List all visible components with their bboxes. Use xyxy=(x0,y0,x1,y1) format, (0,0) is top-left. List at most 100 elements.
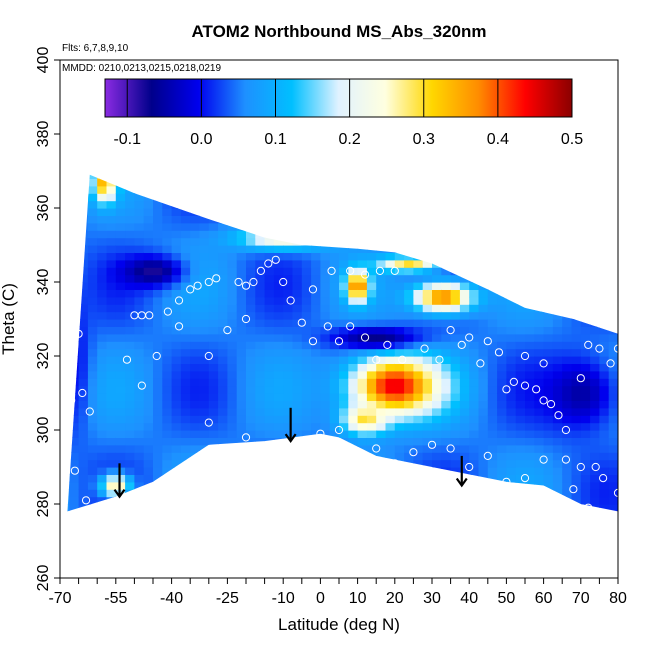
heatmap-cell xyxy=(292,326,303,335)
heatmap-cell xyxy=(506,230,517,239)
heatmap-cell xyxy=(273,378,284,387)
colorbar-gradient xyxy=(104,78,573,118)
heatmap-cell xyxy=(469,215,480,224)
heatmap-cell xyxy=(525,474,535,483)
heatmap-cell xyxy=(311,400,321,409)
heatmap-cell xyxy=(208,222,219,231)
heatmap-cell xyxy=(255,422,266,431)
heatmap-cell xyxy=(432,267,442,276)
heatmap-cell xyxy=(97,415,108,424)
heatmap-cell xyxy=(292,489,303,498)
heatmap-cell xyxy=(144,164,154,172)
observation-point xyxy=(613,344,618,353)
heatmap-cell xyxy=(87,407,98,416)
heatmap-cell xyxy=(608,452,618,461)
heatmap-cell xyxy=(208,489,219,498)
heatmap-cell xyxy=(366,185,377,194)
heatmap-cell xyxy=(441,326,452,335)
heatmap-cell xyxy=(67,174,70,179)
heatmap-cell xyxy=(571,304,582,313)
heatmap-cell xyxy=(283,378,294,387)
heatmap-cell xyxy=(329,341,340,350)
heatmap-cell xyxy=(590,430,600,438)
heatmap-cell xyxy=(87,185,98,194)
y-axis-label: Theta (C) xyxy=(0,283,18,355)
heatmap-cell xyxy=(497,200,507,209)
heatmap-cell xyxy=(534,289,545,298)
heatmap-cell xyxy=(525,444,535,453)
heatmap-cell xyxy=(208,393,219,401)
heatmap-cell xyxy=(599,296,610,305)
heatmap-cell xyxy=(385,430,396,438)
heatmap-cell xyxy=(339,422,349,431)
heatmap-cell xyxy=(339,481,349,490)
heatmap-cell xyxy=(394,319,405,327)
heatmap-cell xyxy=(69,304,80,313)
heatmap-cell xyxy=(153,230,163,239)
heatmap-cell xyxy=(292,430,303,438)
heatmap-cell xyxy=(283,400,294,409)
heatmap-cell xyxy=(106,215,117,224)
heatmap-cell xyxy=(413,496,424,505)
heatmap-cell xyxy=(162,415,173,424)
heatmap-cell xyxy=(459,511,470,512)
heatmap-cell xyxy=(459,370,470,379)
heatmap-cell xyxy=(311,437,321,446)
heatmap-cell xyxy=(432,370,442,379)
heatmap-cell xyxy=(69,164,79,172)
heatmap-cell xyxy=(273,259,284,268)
heatmap-cell xyxy=(78,452,89,461)
heatmap-cell xyxy=(376,393,387,401)
heatmap-cell xyxy=(292,504,303,512)
heatmap-cell xyxy=(246,474,256,483)
heatmap-cell xyxy=(125,259,135,268)
heatmap-cell xyxy=(143,459,154,468)
heatmap-cell xyxy=(218,296,228,305)
heatmap-cell xyxy=(543,245,554,253)
heatmap-cell xyxy=(552,326,563,335)
heatmap-cell xyxy=(106,245,117,253)
heatmap-cell xyxy=(580,193,591,202)
heatmap-cell xyxy=(125,378,135,387)
heatmap-cell xyxy=(311,193,321,202)
heatmap-cell xyxy=(162,174,173,179)
heatmap-cell xyxy=(478,481,489,490)
heatmap-cell xyxy=(320,326,331,335)
heatmap-cell xyxy=(329,185,340,194)
heatmap-cell xyxy=(153,504,163,512)
heatmap-cell xyxy=(218,259,228,268)
heatmap-cell xyxy=(143,378,154,387)
heatmap-cell xyxy=(562,222,573,231)
heatmap-cell xyxy=(413,200,424,209)
heatmap-cell xyxy=(487,511,498,512)
heatmap-cell xyxy=(264,289,275,298)
heatmap-cell xyxy=(394,237,405,246)
heatmap-cell xyxy=(190,378,201,387)
heatmap-cell xyxy=(571,385,582,394)
heatmap-cell xyxy=(413,393,424,401)
heatmap-cell xyxy=(469,282,480,290)
heatmap-cell xyxy=(171,304,182,313)
heatmap-cell xyxy=(60,164,70,172)
heatmap-cell xyxy=(515,452,526,461)
heatmap-cell xyxy=(562,252,573,261)
heatmap-cell xyxy=(348,215,359,224)
heatmap-cell xyxy=(208,230,219,239)
heatmap-cell xyxy=(357,230,368,239)
heatmap-cell xyxy=(348,267,359,276)
heatmap-cell xyxy=(255,208,266,216)
heatmap-cell xyxy=(264,333,275,342)
heatmap-cell xyxy=(134,215,145,224)
heatmap-cell xyxy=(534,489,545,498)
heatmap-cell xyxy=(599,385,610,394)
heatmap-cell xyxy=(115,289,126,298)
heatmap-cell xyxy=(106,267,117,276)
heatmap-cell xyxy=(357,185,368,194)
heatmap-cell xyxy=(190,422,201,431)
heatmap-cell xyxy=(599,378,610,387)
heatmap-cell xyxy=(320,511,331,512)
heatmap-cell xyxy=(478,444,489,453)
heatmap-cell xyxy=(562,208,573,216)
heatmap-cell xyxy=(199,393,210,401)
heatmap-cell xyxy=(357,393,368,401)
